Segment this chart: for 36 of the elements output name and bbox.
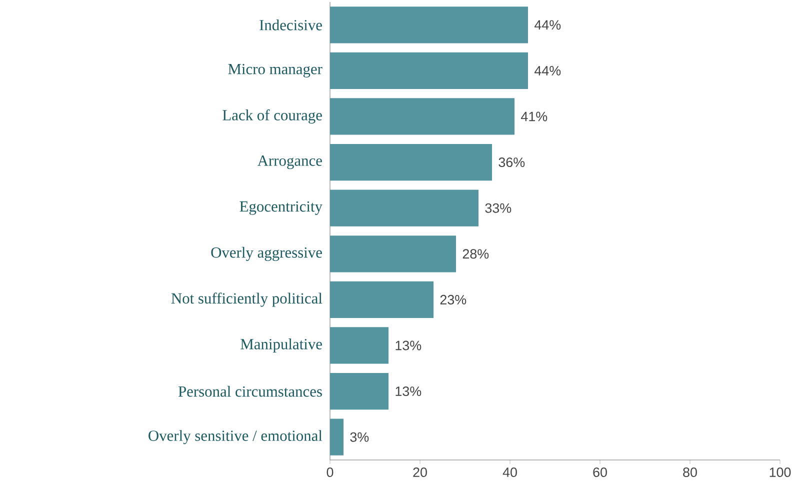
y-tick-label: Egocentricity	[240, 201, 322, 215]
y-tick-label: Overly aggressive	[211, 246, 322, 261]
y-tick-label: Micro manager	[228, 64, 322, 78]
y-tick-label: Manipulative	[240, 338, 322, 352]
x-tick-label: 40	[502, 468, 517, 478]
data-label: 44%	[534, 66, 561, 76]
x-tick-label: 80	[683, 468, 697, 478]
y-tick-label: Indecisive	[260, 19, 322, 30]
y-tick-label: Not sufficiently political	[171, 292, 322, 307]
x-tick-label: 60	[593, 468, 607, 478]
data-label: 28%	[462, 249, 489, 259]
bar	[330, 327, 389, 364]
data-label: 13%	[396, 386, 422, 396]
bar	[330, 418, 344, 456]
y-tick-label: Personal circumstances	[178, 386, 322, 397]
bar	[330, 281, 434, 318]
data-label: 36%	[498, 158, 525, 168]
x-tick-label: 100	[770, 468, 791, 478]
data-label: 44%	[534, 20, 561, 30]
bar	[330, 98, 515, 135]
bar	[330, 144, 492, 181]
data-label: 3%	[350, 432, 369, 442]
y-tick-label: Overly sensitive / emotional	[148, 430, 322, 444]
bar	[330, 372, 389, 410]
bar	[330, 190, 479, 226]
bar	[330, 52, 528, 90]
x-tick-label: 0	[326, 468, 334, 478]
y-tick-label: Lack of courage	[222, 109, 322, 124]
bar	[330, 6, 528, 44]
data-label: 23%	[440, 294, 466, 304]
data-label: 13%	[396, 340, 422, 350]
y-tick-label: Arrogance	[257, 156, 322, 170]
data-label: 33%	[485, 203, 512, 213]
data-label: 41%	[520, 112, 548, 122]
x-tick-label: 20	[413, 468, 427, 478]
bar	[330, 236, 456, 272]
